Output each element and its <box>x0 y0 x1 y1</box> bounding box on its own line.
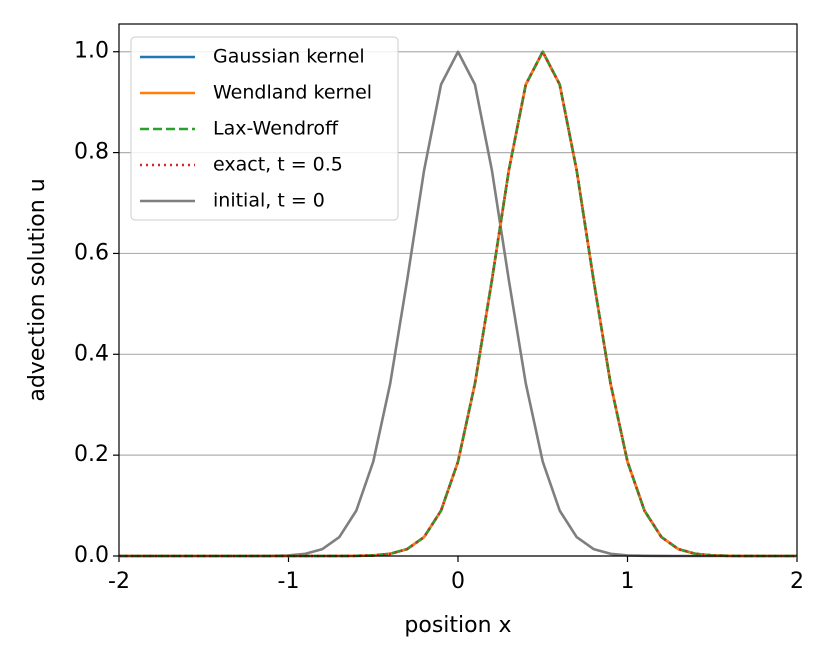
y-tick-label: 0.0 <box>74 543 109 568</box>
legend-label: Gaussian kernel <box>213 46 365 68</box>
legend: Gaussian kernel Wendland kernel Lax-Wendro… <box>130 36 399 221</box>
x-tick-label: -2 <box>108 569 130 594</box>
y-tick-label: 0.2 <box>74 442 109 467</box>
y-tick-label: 0.6 <box>74 240 109 265</box>
legend-label: initial, t = 0 <box>213 190 325 212</box>
plot-frame <box>118 23 798 557</box>
legend-box <box>130 36 399 221</box>
legend-label: Lax-Wendroff <box>213 118 339 140</box>
x-axis-label: position x <box>404 613 511 638</box>
x-tick-label: -1 <box>278 569 300 594</box>
y-axis-label: advection solution u <box>25 178 50 401</box>
x-tick-label: 1 <box>621 569 635 594</box>
y-tick-label: 1.0 <box>74 39 109 64</box>
x-tick-label: 2 <box>790 569 804 594</box>
legend-label: Wendland kernel <box>213 82 372 104</box>
x-tick-label: 0 <box>451 569 465 594</box>
legend-label: exact, t = 0.5 <box>213 154 343 176</box>
y-tick-label: 0.4 <box>74 341 109 366</box>
y-tick-label: 0.8 <box>74 140 109 165</box>
